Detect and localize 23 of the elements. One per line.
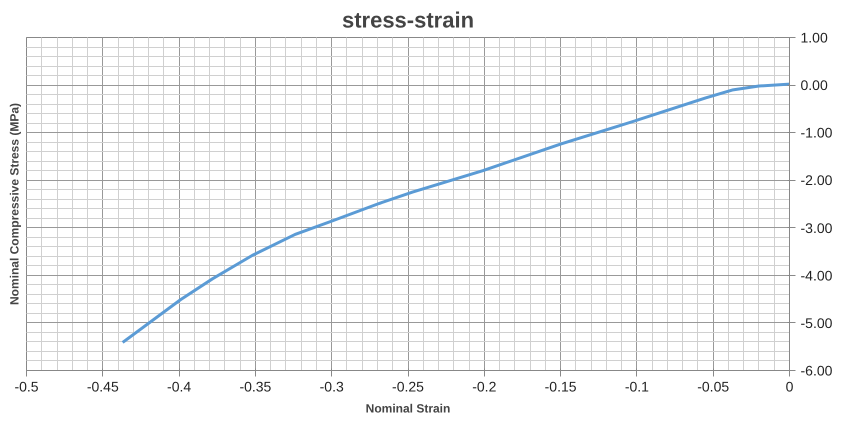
y-tick-label: -1.00 <box>800 124 833 141</box>
x-tick-label: -0.35 <box>239 378 272 394</box>
x-tick-label: -0.5 <box>14 378 39 394</box>
x-tick-label: -0.45 <box>86 378 119 394</box>
y-tick-label: -3.00 <box>800 220 833 236</box>
x-tick-label: -0.1 <box>624 378 650 394</box>
x-axis-title: Nominal Strain <box>366 402 450 416</box>
x-tick-label: -0.05 <box>697 378 730 394</box>
x-tick-label: -0.15 <box>544 378 577 394</box>
y-tick-label: -4.00 <box>800 267 833 284</box>
line-series <box>121 82 790 344</box>
y-tick-label: -2.00 <box>800 172 833 188</box>
x-tick-label: -0.25 <box>392 378 424 394</box>
x-tick-label: -0.3 <box>320 378 344 394</box>
x-tick-label: -0.2 <box>472 378 497 394</box>
y-tick-label: -5.00 <box>800 314 833 331</box>
y-tick-label: -6.00 <box>800 362 833 378</box>
y-axis-title: Nominal Compressive Stress (MPa) <box>8 102 22 306</box>
chart-title: stress-strain <box>342 8 474 32</box>
x-tick-label: -0.4 <box>167 378 192 394</box>
y-tick-label: 1.00 <box>800 30 828 46</box>
y-tick-label: 0.00 <box>800 77 828 94</box>
x-tick-label: 0 <box>786 378 794 394</box>
